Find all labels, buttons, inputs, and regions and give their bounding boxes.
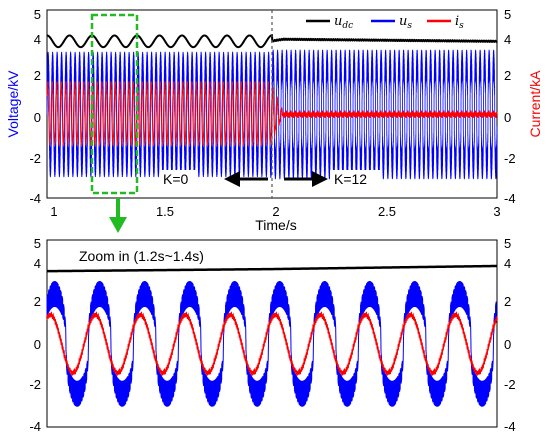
top-right-tick: -4 [504,191,516,206]
is-series-line [46,81,498,146]
top-left-y-ticks: 5 4 2 0 -2 -4 [29,7,41,206]
top-left-tick: -2 [29,151,41,166]
top-left-tick: -4 [29,191,41,206]
udc-zoom-series-line [46,264,498,273]
k0-label-bg [160,170,198,187]
bottom-right-tick: 0 [504,337,511,352]
x-axis-label: Time/s [255,217,296,233]
k12-label-bg [330,170,380,187]
k0-label: K=0 [163,171,189,187]
legend: udc us is [300,12,496,32]
bottom-right-tick: 2 [504,294,511,309]
legend-udc-label: udc [334,14,353,31]
bottom-left-y-ticks: 5 4 2 0 -2 -4 [29,236,41,434]
top-left-tick: 5 [34,7,41,22]
top-right-tick: 2 [504,68,511,83]
top-x-ticks: 1 1.5 2 2.5 3 [50,204,500,219]
top-right-tick: 4 [504,32,511,47]
right-arrow [284,171,328,187]
zoom-region-box [90,13,139,195]
bottom-left-tick: 5 [34,236,41,251]
bottom-right-tick: 4 [504,256,511,271]
is-zoom-series-line [46,311,498,376]
legend-is-label: is [455,14,464,31]
k12-label: K=12 [334,171,367,187]
x-tick: 1.5 [156,204,174,219]
top-right-tick: -2 [504,151,516,166]
bottom-left-tick: 4 [34,256,41,271]
zoom-arrow [109,198,127,233]
top-right-tick: 0 [504,110,511,125]
left-y-axis-label: Voltage/kV [5,70,21,138]
bottom-plot: 5 4 2 0 -2 -4 5 4 2 0 -2 -4 Zoom in (1.2… [29,236,515,434]
right-y-axis-label: Current/kA [527,70,543,138]
bottom-plot-series [46,264,498,407]
x-tick: 2.5 [378,204,396,219]
top-plot: 5 4 2 0 -2 -4 5 4 2 0 -2 -4 1 1.5 2 2.5 … [5,7,543,233]
bottom-right-y-ticks: 5 4 2 0 -2 -4 [504,236,516,434]
bottom-left-tick: 2 [34,294,41,309]
bottom-right-tick: -4 [504,419,516,434]
top-left-tick: 2 [34,68,41,83]
bottom-right-tick: 5 [504,236,511,251]
x-tick: 3 [493,204,500,219]
x-tick: 2 [272,204,279,219]
top-left-tick: 4 [34,32,41,47]
zoom-annotation: Zoom in (1.2s~1.4s) [79,248,204,264]
left-arrow [224,171,268,187]
top-right-tick: 5 [504,7,511,22]
bottom-plot-frame [46,239,498,428]
legend-us-label: us [399,14,412,31]
bottom-left-tick: -2 [29,377,41,392]
bottom-left-tick: 0 [34,337,41,352]
bottom-left-tick: -4 [29,419,41,434]
us-series-line [46,49,498,180]
x-tick: 1 [50,204,57,219]
legend-background [300,12,496,32]
us-zoom-series-line [46,280,498,407]
bottom-right-tick: -2 [504,377,516,392]
top-left-tick: 0 [34,110,41,125]
top-right-y-ticks: 5 4 2 0 -2 -4 [504,7,516,206]
